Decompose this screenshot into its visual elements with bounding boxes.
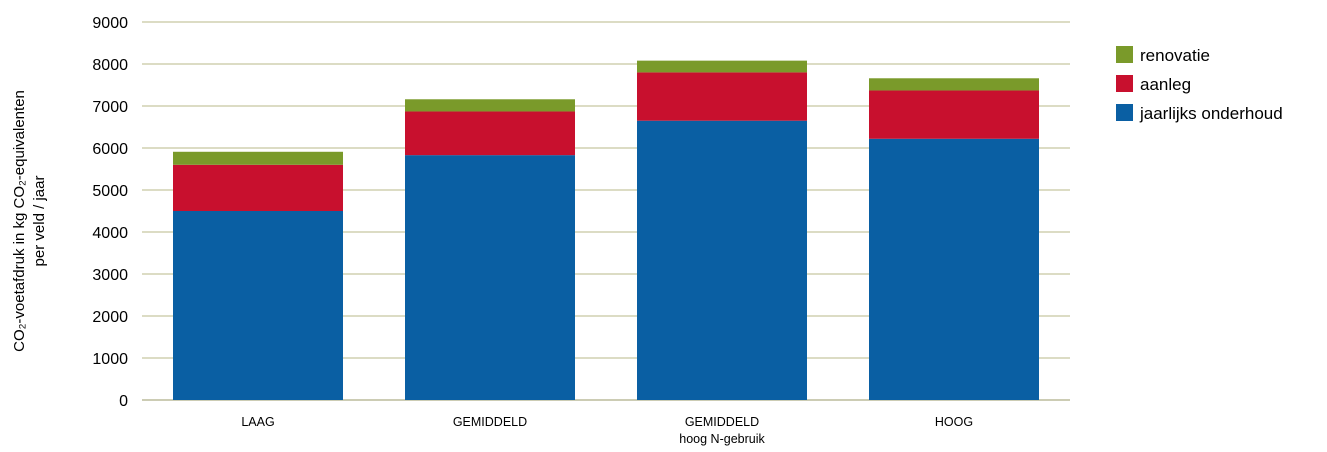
legend-item-jaarlijks-onderhoud[interactable]: jaarlijks onderhoud bbox=[1116, 104, 1283, 123]
legend-item-aanleg[interactable]: aanleg bbox=[1116, 75, 1191, 94]
y-tick-label: 9000 bbox=[92, 15, 128, 32]
y-tick-label: 3000 bbox=[92, 267, 128, 284]
legend-swatch bbox=[1116, 46, 1133, 63]
x-axis-categories: LAAG GEMIDDELD GEMIDDELD hoog N-gebruik HOOG bbox=[241, 415, 973, 446]
legend-swatch bbox=[1116, 104, 1133, 121]
legend-label: aanleg bbox=[1140, 75, 1191, 94]
x-category-label: GEMIDDELD bbox=[685, 415, 759, 429]
bar-segment-renovatie bbox=[869, 78, 1039, 91]
bar-segment-renovatie bbox=[173, 151, 343, 165]
y-axis-label: CO₂-voetafdruk in kg CO₂-equivalenten per… bbox=[11, 90, 48, 352]
bar-segment-jaarlijks-onderhoud bbox=[637, 120, 807, 400]
bar-segment-aanleg bbox=[637, 72, 807, 121]
y-tick-label: 4000 bbox=[92, 225, 128, 242]
bar-segment-jaarlijks-onderhoud bbox=[869, 138, 1039, 400]
legend[interactable]: renovatie aanleg jaarlijks onderhoud bbox=[1116, 46, 1283, 123]
bar-segment-aanleg bbox=[869, 90, 1039, 139]
bar-segment-renovatie bbox=[405, 99, 575, 112]
y-tick-label: 7000 bbox=[92, 99, 128, 116]
bar-segment-renovatie bbox=[637, 60, 807, 73]
x-category-label: GEMIDDELD bbox=[453, 415, 527, 429]
y-tick-label: 0 bbox=[119, 393, 128, 410]
bar-segment-aanleg bbox=[405, 111, 575, 156]
y-tick-label: 5000 bbox=[92, 183, 128, 200]
y-tick-label: 2000 bbox=[92, 309, 128, 326]
y-axis-label-line: per veld / jaar bbox=[31, 176, 48, 267]
legend-label: renovatie bbox=[1140, 46, 1210, 65]
legend-swatch bbox=[1116, 75, 1133, 92]
bar-segment-aanleg bbox=[173, 164, 343, 211]
bar-segment-jaarlijks-onderhoud bbox=[405, 155, 575, 400]
y-tick-label: 8000 bbox=[92, 57, 128, 74]
y-tick-label: 1000 bbox=[92, 351, 128, 368]
x-category-label: LAAG bbox=[241, 415, 274, 429]
x-category-label: hoog N-gebruik bbox=[679, 432, 765, 446]
x-category-label: HOOG bbox=[935, 415, 973, 429]
bar-segment-jaarlijks-onderhoud bbox=[173, 211, 343, 400]
bars bbox=[173, 60, 1039, 400]
y-axis-label-line: CO₂-voetafdruk in kg CO₂-equivalenten bbox=[11, 90, 28, 352]
legend-label: jaarlijks onderhoud bbox=[1139, 104, 1283, 123]
y-axis-ticks: 0 1000 2000 3000 4000 5000 6000 7000 8000 9000 bbox=[92, 15, 128, 410]
legend-item-renovatie[interactable]: renovatie bbox=[1116, 46, 1210, 65]
y-tick-label: 6000 bbox=[92, 141, 128, 158]
